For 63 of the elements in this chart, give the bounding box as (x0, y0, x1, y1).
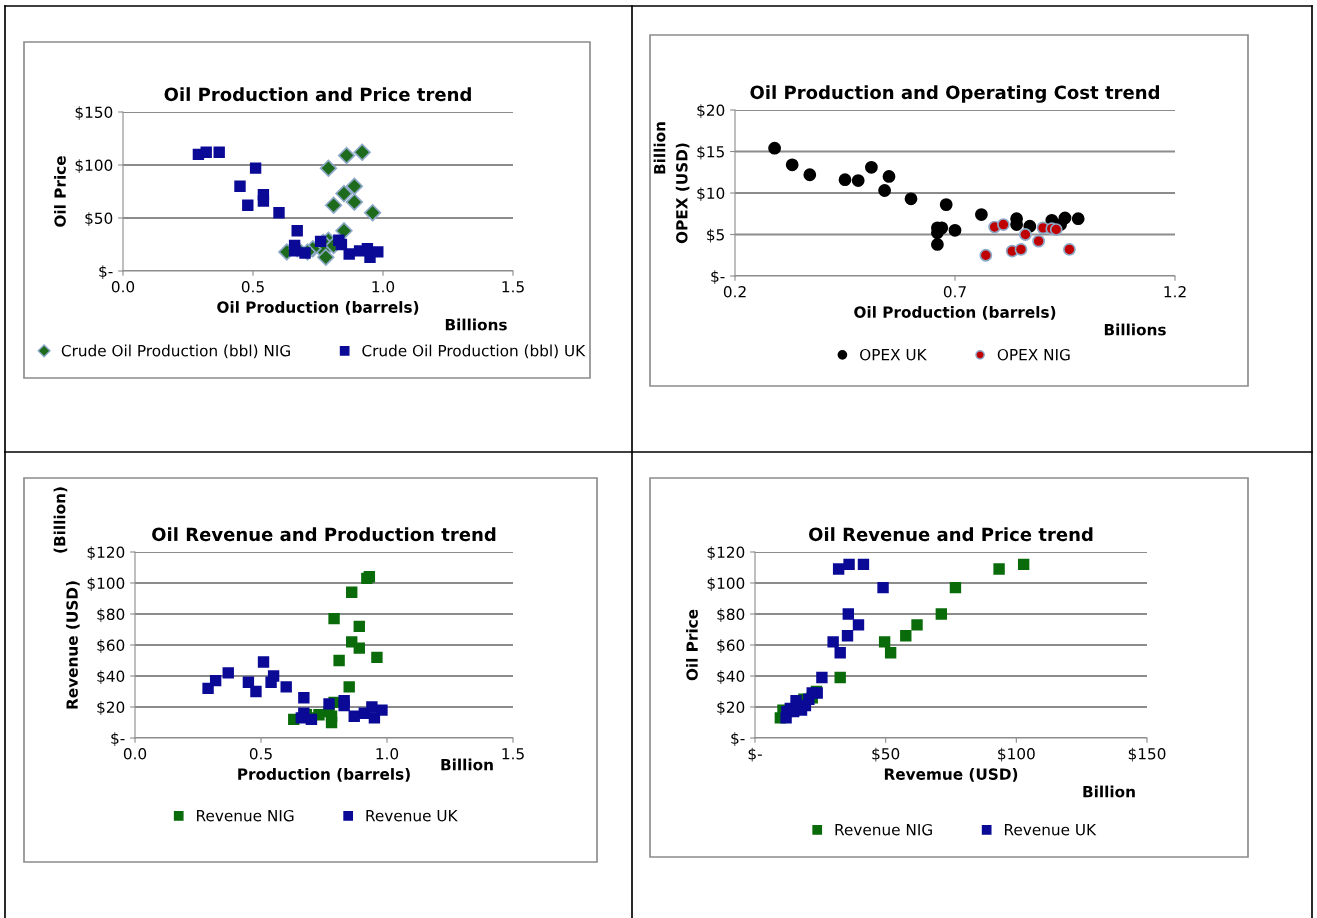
legend-label: OPEX NIG (997, 348, 1070, 361)
chart-title: Oil Production and Price trend (164, 87, 471, 102)
text: Billion (1083, 785, 1135, 798)
legend-label: OPEX UK (860, 348, 927, 361)
chart-title: Oil Production and Operating Cost trend (750, 85, 1159, 103)
y-tick-label: $100 (87, 577, 125, 592)
legend-label: Revenue UK (1004, 824, 1097, 836)
y-tick-label: $80 (717, 608, 745, 623)
y-tick-label: $10 (697, 187, 725, 202)
x-tick-label: 0.7 (943, 285, 966, 298)
y-axis-title: Revenue (USD) (66, 581, 80, 709)
x-axis-title: Production (barrels) (238, 768, 410, 782)
legend-label: Revenue UK (366, 810, 458, 822)
x-tick-label: 0.5 (249, 747, 272, 760)
chart-title: Oil Revenue and Production trend (152, 527, 496, 542)
y-axis-title: OPEX (USD) (675, 143, 690, 244)
x-tick-label: 0.2 (723, 285, 746, 298)
x-tick-label: 1.2 (1164, 285, 1186, 298)
y-axis-title: Oil Price (54, 156, 66, 227)
chart-title: Oil Revenue and Price trend (809, 527, 1093, 542)
y-axis-title: Oil Price (686, 609, 698, 681)
text: Billions (1104, 323, 1166, 336)
text: Billions (445, 318, 507, 331)
y-tick-label: $60 (717, 639, 745, 654)
y-tick-label: $100 (75, 159, 113, 174)
y-tick-label: $150 (75, 106, 113, 121)
x-axis-title: Oil Production (barrels) (217, 301, 419, 315)
x-tick-label: 1.0 (376, 747, 399, 760)
y-tick-label: $40 (717, 670, 745, 685)
y-tick-label: $20 (97, 701, 125, 716)
x-tick-label: 1.5 (502, 748, 524, 760)
text: Billion (441, 758, 493, 771)
text: (Billion) (53, 487, 68, 553)
x-tick-label: $- (748, 747, 762, 762)
x-tick-label: $100 (998, 747, 1035, 762)
x-tick-label: 0.0 (123, 747, 147, 760)
text: Billion (653, 122, 666, 174)
x-tick-label: $150 (1128, 747, 1166, 762)
y-tick-label: $60 (97, 639, 125, 654)
y-tick-label: $- (111, 732, 125, 747)
y-tick-label: $15 (697, 145, 724, 160)
x-tick-label: 0.5 (241, 280, 264, 293)
y-tick-label: $120 (87, 546, 125, 561)
x-tick-label: $50 (872, 747, 900, 762)
y-tick-label: $5 (707, 228, 724, 243)
y-tick-label: $40 (97, 670, 125, 685)
x-tick-label: 1.0 (372, 280, 395, 293)
y-tick-label: $80 (97, 608, 125, 623)
y-tick-label: $- (731, 732, 745, 747)
y-tick-label: $20 (717, 701, 745, 716)
x-axis-title: Oil Production (barrels) (854, 306, 1056, 320)
legend-label: Crude Oil Production (bbl) NIG (61, 344, 290, 359)
legend-label: Revenue NIG (197, 809, 294, 822)
y-tick-label: $20 (697, 104, 725, 119)
x-axis-title: Revemue (USD) (884, 768, 1018, 782)
y-tick-label: $50 (85, 212, 113, 227)
x-tick-label: 1.5 (502, 281, 524, 293)
legend-label: Crude Oil Production (bbl) UK (362, 344, 586, 359)
y-tick-label: $100 (707, 577, 745, 592)
legend-label: Revenue NIG (835, 823, 932, 836)
y-tick-label: $- (99, 265, 113, 280)
x-tick-label: 0.0 (111, 280, 135, 293)
y-tick-label: $120 (707, 546, 745, 561)
